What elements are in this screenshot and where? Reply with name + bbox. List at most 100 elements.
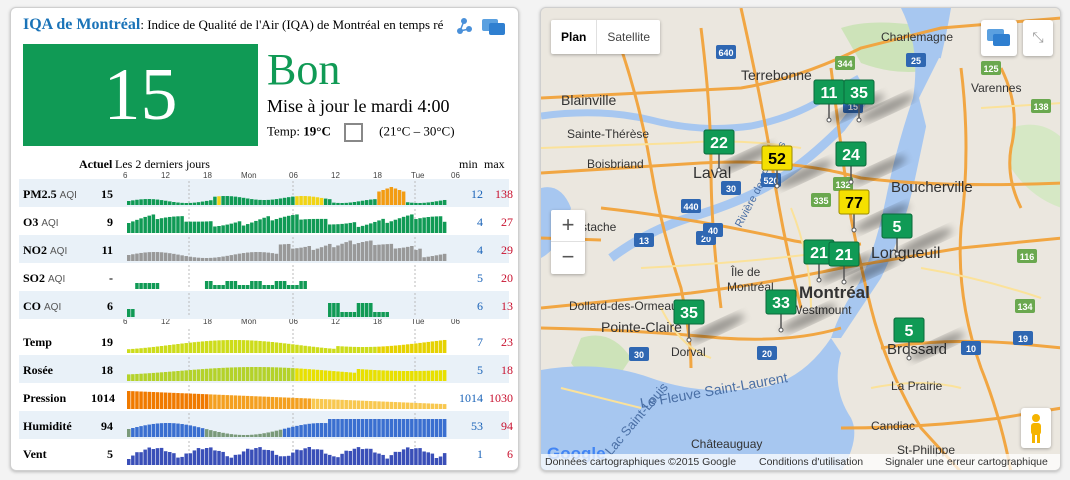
sparkline-bar (307, 196, 312, 205)
sparkline-bar (422, 370, 426, 381)
aqi-marker[interactable]: 22 (703, 129, 777, 176)
table-row[interactable]: Pression 1014 1014 1030 (19, 383, 513, 411)
table-row[interactable]: Humidité 94 53 94 (19, 411, 513, 439)
sparkline-bar (213, 340, 217, 353)
sparkline-bar (352, 244, 357, 261)
table-row[interactable]: SO2 AQI - 5 20 (19, 263, 513, 291)
highway-shield: 640 (716, 45, 736, 59)
aqi-marker[interactable]: 33 (765, 289, 839, 336)
brand-title[interactable]: IQA de Montréal (23, 16, 141, 33)
sparkline-bar (373, 401, 377, 409)
sparkline-bar (397, 451, 402, 465)
sparkline-bar (291, 368, 295, 381)
map-canvas[interactable]: Charlemagne Terrebonne Varennes Blainvil… (541, 8, 1061, 471)
sparkline-bar (184, 343, 188, 353)
sparkline-bar (200, 201, 205, 205)
sparkline-bar (385, 419, 389, 437)
table-row[interactable]: Temp 19 7 23 (19, 327, 513, 355)
sparkline-bar (196, 448, 201, 465)
sparkline-bar (192, 202, 197, 205)
sparkline-bar (266, 450, 270, 465)
sparkline-bar (295, 214, 299, 233)
svg-text:52: 52 (768, 151, 786, 168)
aqi-marker[interactable]: 24 (835, 141, 909, 188)
aqi-marker[interactable]: 35 (843, 79, 917, 126)
fullscreen-button[interactable]: ⤡ (1023, 20, 1053, 56)
zoom-out-button[interactable]: − (561, 244, 575, 269)
sparkline-bar (225, 367, 229, 381)
sparkline-bar (282, 281, 287, 289)
sparkline-bar (270, 431, 275, 437)
highway-shield: 335 (811, 193, 831, 207)
sparkline-bar (336, 457, 340, 465)
sparkline-bar (287, 215, 291, 233)
sparkline-chart[interactable] (123, 327, 449, 355)
table-row[interactable]: CO AQI 6 6 13 (19, 291, 513, 319)
table-row[interactable]: O3 AQI 9 4 27 (19, 207, 513, 235)
map-type-satellite-button[interactable]: Satellite (596, 20, 660, 54)
update-time: Mise à jour le mardi 4:00 (267, 96, 450, 116)
aqi-marker[interactable]: 21 (828, 241, 902, 288)
aqi-marker[interactable]: 52 (761, 145, 835, 192)
sparkline-bar (155, 252, 160, 261)
aqi-marker[interactable]: 5 (893, 317, 967, 364)
sparkline-bar (397, 419, 402, 437)
sparkline-bar (307, 423, 312, 437)
sparkline-bar (245, 340, 250, 353)
sparkline-bar (135, 391, 139, 409)
sparkline-chart[interactable] (123, 411, 449, 439)
sparkline-chart[interactable] (123, 207, 449, 235)
sparkline-bar (352, 400, 357, 409)
sparkline-bar (393, 248, 398, 261)
row-name: PM2.5 AQI (23, 187, 77, 201)
sparkline-bar (282, 428, 287, 437)
zoom-in-button[interactable]: + (551, 210, 585, 242)
svg-text:640: 640 (718, 48, 733, 58)
sparkline-chart[interactable] (123, 263, 449, 291)
map-panel[interactable]: Charlemagne Terrebonne Varennes Blainvil… (540, 7, 1061, 471)
temp-forecast-checkbox[interactable] (344, 123, 364, 142)
table-row[interactable]: NO2 AQI 11 4 29 (19, 235, 513, 263)
map-type-plan-button[interactable]: Plan (561, 30, 587, 44)
sparkline-chart[interactable] (123, 383, 449, 411)
sparkline-chart[interactable] (123, 179, 449, 207)
sparkline-bar (332, 348, 336, 353)
row-name: Pression (23, 391, 67, 405)
terms-link[interactable]: Conditions d'utilisation (759, 456, 864, 468)
table-row[interactable]: Vent 5 1 6 (19, 439, 513, 467)
sparkline-bar (291, 285, 295, 289)
table-row[interactable]: PM2.5 AQI 15 12 138 (19, 179, 513, 207)
sparkline-bar (323, 348, 328, 353)
sparkline-chart[interactable] (123, 439, 449, 467)
sparkline-bar (262, 449, 266, 465)
row-min-value: 4 (477, 243, 483, 257)
sparkline-bar (127, 201, 131, 205)
sparkline-bar (336, 419, 340, 437)
sparkline-bar (172, 344, 176, 353)
sparkline-bar (319, 370, 324, 381)
aqi-marker[interactable]: 5 (881, 213, 955, 260)
windows-icon[interactable] (481, 16, 507, 36)
sparkline-bar (233, 254, 238, 261)
sparkline-bar (204, 257, 209, 261)
aqi-value-box: 15 (23, 44, 258, 146)
sparkline-bar (434, 403, 439, 409)
row-max-value: 13 (501, 299, 513, 313)
svg-text:40: 40 (708, 226, 718, 236)
sparkline-bar (438, 254, 443, 261)
sparkline-chart[interactable] (123, 235, 449, 263)
sparkline-chart[interactable] (123, 291, 449, 319)
street-view-pegman[interactable] (1021, 408, 1051, 448)
sparkline-bar (303, 281, 307, 289)
table-row[interactable]: Rosée 18 5 18 (19, 355, 513, 383)
sparkline-bar (356, 226, 361, 233)
aqi-marker[interactable]: 35 (673, 299, 747, 346)
report-error-link[interactable]: Signaler une erreur cartographique (885, 456, 1048, 468)
svg-text:20: 20 (701, 234, 711, 244)
sparkline-chart[interactable] (123, 355, 449, 383)
sparkline-bar (438, 456, 443, 465)
row-min-value: 6 (477, 299, 483, 313)
map-windows-button[interactable] (981, 20, 1017, 56)
sparkline-bar (385, 370, 389, 381)
share-icon[interactable] (455, 16, 473, 36)
